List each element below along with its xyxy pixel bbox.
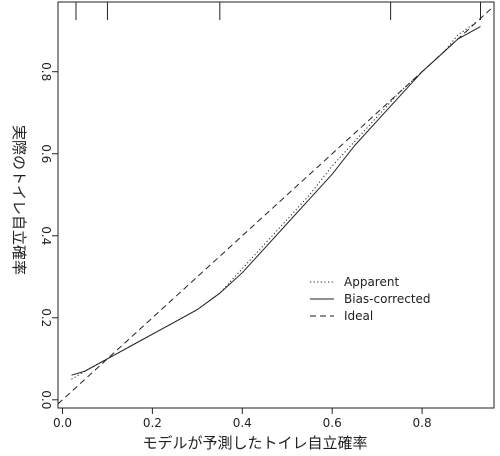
x-tick-label: 0.6: [323, 416, 342, 430]
y-tick-label: 0.6: [39, 144, 53, 163]
x-tick-label: 0.0: [53, 416, 72, 430]
x-axis-title: モデルが予測したトイレ自立確率: [142, 434, 367, 452]
y-tick-label: 0.0: [39, 390, 53, 409]
y-tick-label: 0.2: [39, 308, 53, 327]
x-tick-label: 0.8: [413, 416, 432, 430]
legend: Apparent Bias-corrected Ideal: [310, 275, 431, 323]
x-tick-label: 0.2: [143, 416, 162, 430]
y-tick-label: 0.4: [39, 226, 53, 245]
series-line-apparent: [71, 22, 477, 380]
legend-label: Ideal: [344, 309, 373, 323]
y-axis-title: 実際のトイレ自立確率: [10, 125, 28, 275]
series-line-ideal: [57, 5, 495, 405]
series-line-bias-corrected: [71, 26, 481, 376]
y-tick-label: 0.8: [39, 62, 53, 81]
legend-label: Apparent: [344, 275, 399, 289]
plot-frame: [57, 1, 495, 409]
x-tick-label: 0.4: [233, 416, 252, 430]
legend-label: Bias-corrected: [344, 292, 431, 306]
